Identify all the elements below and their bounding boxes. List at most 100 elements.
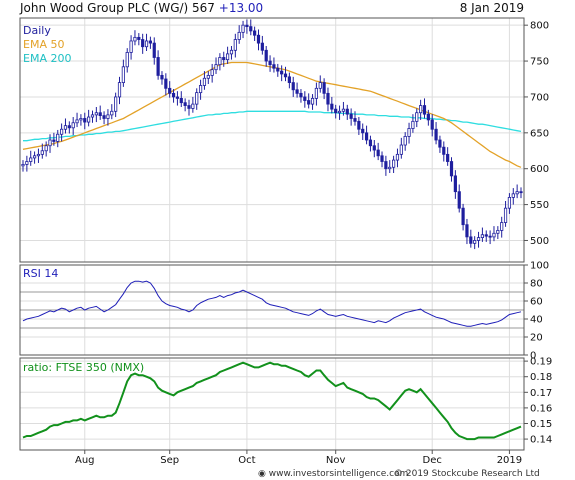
legend-rsi: RSI 14 [23, 267, 58, 280]
price-tick-label: 500 [530, 236, 549, 247]
candle-body [222, 57, 226, 61]
candle-body [206, 75, 210, 79]
x-tick-label: Oct [238, 455, 255, 466]
candle-body [44, 145, 48, 152]
candle-body [430, 119, 434, 130]
candle-body [79, 118, 83, 121]
candle-body [465, 224, 469, 238]
candle-body [229, 49, 234, 55]
candle-body [318, 82, 322, 89]
candle-body [349, 113, 353, 119]
candle-body [434, 128, 438, 141]
panel-frame [19, 357, 525, 451]
candle-body [148, 40, 152, 44]
candle-body [191, 103, 195, 109]
candle-body [175, 96, 180, 99]
candle-body [307, 100, 311, 105]
axis-labels: Aug Sep Oct Nov Dec 2019500550600650700750800… [75, 21, 552, 466]
grid-layer [20, 18, 524, 450]
candle-body [291, 82, 295, 91]
candle-body [461, 207, 465, 226]
rsi-tick-label: 0 [530, 351, 536, 362]
candle-body [256, 34, 261, 44]
ratio-tick-label: 0.17 [530, 388, 552, 399]
x-tick-label: 2019 [497, 455, 522, 466]
candle-body [419, 105, 423, 114]
candle-body [114, 96, 118, 112]
candle-body [233, 39, 237, 51]
candle-body [214, 64, 218, 71]
ratio-tick-label: 0.15 [530, 419, 552, 430]
candle-body [341, 108, 346, 112]
candle-body [407, 128, 411, 137]
candle-body [380, 155, 384, 162]
candle-body [473, 240, 477, 244]
candle-body [133, 36, 137, 42]
candle-body [519, 191, 523, 194]
candle-body [476, 237, 481, 241]
candle-body [179, 97, 183, 104]
candle-body [71, 122, 75, 129]
legend-daily: Daily [23, 24, 51, 37]
candle-body [202, 77, 207, 86]
candle-body [415, 112, 419, 122]
ratio-tick-label: 0.14 [530, 435, 552, 446]
ema50-line [22, 61, 522, 168]
candle-body [210, 69, 214, 76]
candle-body [171, 92, 176, 98]
x-tick-label: Nov [326, 455, 346, 466]
candle-body [511, 193, 515, 198]
rsi-tick-label: 40 [530, 315, 543, 326]
globe-icon: ◉ [258, 469, 266, 479]
candle-body [453, 175, 457, 193]
candle-body [276, 67, 280, 72]
candle-body [295, 89, 299, 94]
rsi-line [22, 280, 522, 327]
candle-body [245, 24, 249, 28]
candle-body [56, 133, 60, 142]
candle-body [488, 235, 492, 238]
candle-body [388, 166, 392, 170]
candle-body [287, 76, 291, 83]
candle-body [63, 125, 68, 130]
candle-body [268, 60, 272, 66]
candle-body [21, 163, 25, 167]
candle-body [515, 191, 519, 195]
candle-body [60, 128, 64, 135]
panel-frames [19, 17, 525, 451]
candle-body [480, 234, 484, 239]
candle-body [500, 222, 504, 231]
x-tick-label: Sep [160, 455, 179, 466]
candle-body [395, 153, 400, 161]
price-tick-label: 600 [530, 164, 549, 175]
candle-body [442, 146, 446, 155]
price-tick-label: 700 [530, 92, 549, 103]
candle-body [98, 112, 102, 116]
candle-body [368, 139, 373, 147]
legend-ema200: EMA 200 [23, 52, 71, 65]
candle-body [364, 132, 369, 141]
candle-body [32, 155, 37, 159]
candle-body [241, 24, 245, 33]
ratio-line [22, 361, 522, 441]
candle-body [67, 125, 71, 129]
price-tick-label: 800 [530, 21, 549, 32]
candle-body [152, 42, 156, 58]
chart-title: John Wood Group PLC (WG/) 567 +13.00 [20, 1, 264, 15]
candle-body [403, 136, 407, 146]
candle-body [422, 105, 427, 115]
candle-body [260, 42, 264, 51]
candle-body [52, 139, 56, 142]
candle-body [168, 87, 172, 94]
candle-body [384, 161, 388, 170]
candle-body [137, 36, 141, 40]
candle-body [125, 52, 129, 68]
candle-body [303, 96, 307, 101]
candle-body [121, 66, 125, 83]
candle-body [280, 70, 284, 75]
ratio-tick-label: 0.18 [530, 372, 552, 383]
x-tick-label: Dec [423, 455, 442, 466]
candle-body [361, 128, 365, 134]
ema200-line [23, 110, 522, 142]
